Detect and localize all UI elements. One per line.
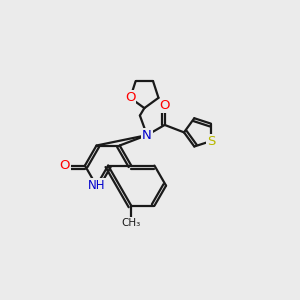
Text: O: O	[59, 159, 70, 172]
Text: N: N	[142, 129, 152, 142]
Text: O: O	[125, 91, 136, 104]
Text: NH: NH	[88, 179, 105, 192]
Text: S: S	[207, 135, 215, 148]
Text: CH₃: CH₃	[122, 218, 141, 228]
Text: O: O	[159, 99, 170, 112]
